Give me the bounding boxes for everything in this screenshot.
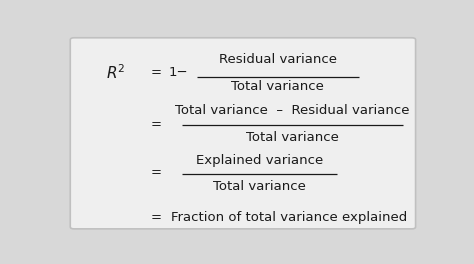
Text: Total variance: Total variance — [246, 131, 339, 144]
Text: $R^2$: $R^2$ — [107, 63, 126, 82]
Text: 1−: 1− — [169, 66, 189, 79]
Text: =: = — [151, 211, 162, 224]
Text: Total variance: Total variance — [213, 180, 306, 193]
Text: =: = — [151, 118, 162, 131]
FancyBboxPatch shape — [70, 38, 416, 229]
Text: Explained variance: Explained variance — [196, 154, 323, 167]
Text: Residual variance: Residual variance — [219, 53, 337, 66]
Text: Fraction of total variance explained: Fraction of total variance explained — [171, 211, 407, 224]
Text: Total variance: Total variance — [231, 80, 324, 93]
Text: =: = — [151, 66, 162, 79]
Text: Total variance  –  Residual variance: Total variance – Residual variance — [175, 105, 410, 117]
Text: =: = — [151, 167, 162, 180]
